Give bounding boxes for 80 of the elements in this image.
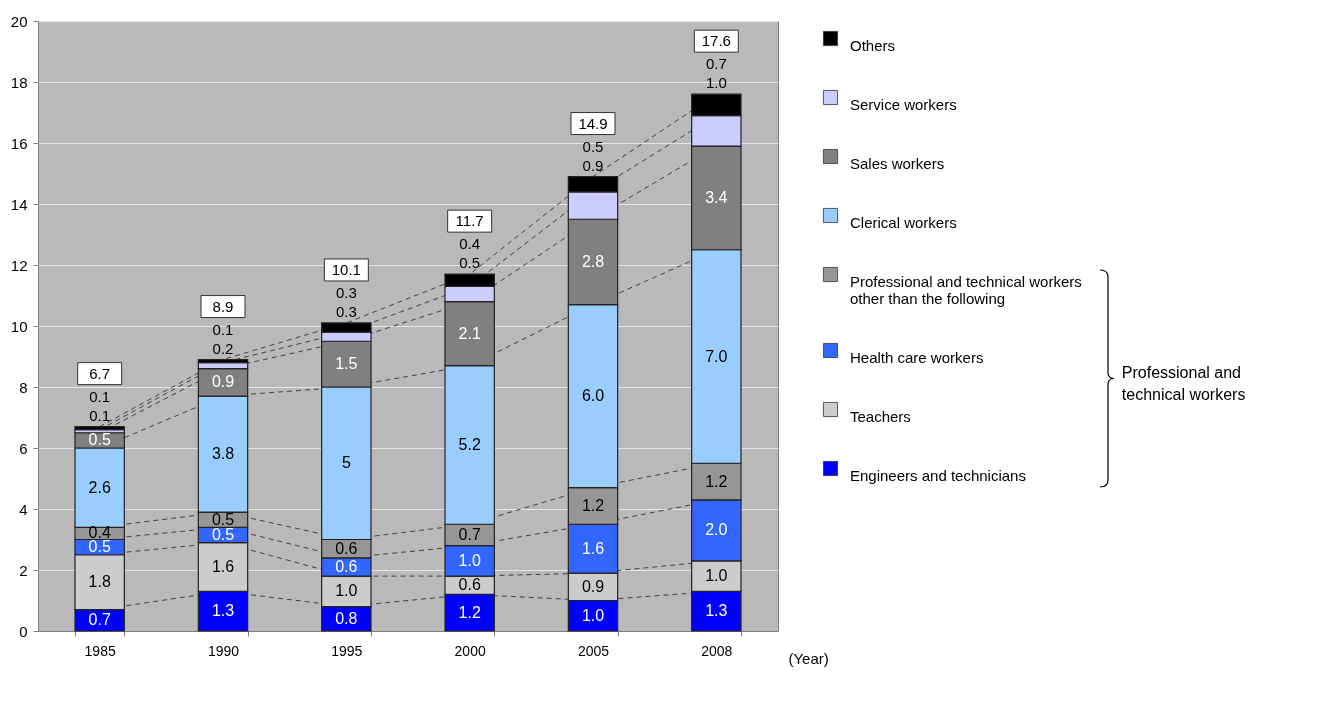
y-tick-label: 12: [10, 256, 28, 274]
legend-label: Service workers: [850, 95, 957, 113]
data-label: 0.1: [89, 406, 111, 424]
y-tick-label: 2: [19, 561, 28, 579]
data-label: 1.5: [335, 355, 358, 373]
total-label: 8.9: [212, 297, 234, 315]
data-label: 3.4: [705, 188, 728, 206]
y-tick-label: 10: [10, 317, 28, 335]
data-label: 1.2: [581, 496, 605, 514]
x-tick-label: 2008: [701, 642, 733, 659]
total-label: 11.7: [455, 212, 484, 230]
data-label: 7.0: [705, 347, 728, 365]
data-label: 1.2: [458, 603, 481, 621]
y-tick-label: 18: [10, 73, 28, 91]
data-label: 0.6: [335, 539, 358, 557]
data-label: 1.6: [211, 557, 235, 575]
x-tick-label: 1990: [207, 642, 240, 659]
data-label: 0.9: [581, 577, 605, 595]
total-label: 6.7: [89, 364, 111, 382]
data-label: 0.7: [705, 55, 727, 73]
data-label: 1.0: [705, 567, 728, 585]
data-label: 0.5: [88, 431, 111, 449]
data-label: 0.6: [458, 576, 481, 594]
x-axis-title: (Year): [788, 649, 829, 667]
data-label: 0.4: [459, 235, 481, 253]
legend-label: Sales workers: [850, 154, 945, 172]
data-label: 0.3: [335, 302, 357, 320]
data-label: 1.3: [211, 602, 235, 620]
data-label: 0.1: [212, 320, 234, 338]
data-label: 2.0: [705, 521, 728, 539]
data-label: 0.1: [89, 387, 111, 405]
total-label: 17.6: [701, 32, 731, 50]
data-label: 0.8: [335, 609, 358, 627]
data-label: 0.7: [458, 525, 481, 543]
x-tick-label: 2000: [454, 642, 486, 659]
legend-label: Others: [850, 36, 896, 54]
data-label: 6.0: [581, 387, 605, 405]
total-label: 10.1: [331, 260, 361, 278]
x-tick-label: 1995: [331, 642, 363, 659]
data-label: 0.2: [212, 339, 234, 357]
data-label: 0.5: [459, 254, 481, 272]
data-label: 0.6: [335, 557, 358, 575]
data-label: 0.5: [582, 137, 604, 155]
data-label: 2.1: [458, 324, 481, 342]
total-label: 14.9: [578, 114, 608, 132]
data-label: 2.8: [581, 252, 605, 270]
legend-label: Professional and technical workers other than the following: [850, 272, 1082, 307]
x-tick-label: 2005: [577, 642, 610, 659]
data-label: 0.5: [211, 510, 235, 528]
y-tick-label: 4: [19, 500, 28, 518]
data-label: 5: [341, 454, 351, 472]
data-label: 1.0: [335, 582, 358, 600]
legend-label: Engineers and technicians: [850, 466, 1026, 484]
legend-label: Teachers: [850, 407, 911, 425]
data-label: 3.8: [211, 445, 235, 463]
text: Professional and technical workers: [1121, 363, 1247, 405]
y-tick-label: 6: [19, 439, 28, 457]
x-tick-label: 1985: [84, 642, 116, 659]
data-label: 1.8: [88, 573, 111, 591]
y-tick-label: 0: [19, 622, 28, 640]
data-label: 1.3: [705, 602, 728, 620]
y-tick-label: 20: [10, 12, 28, 30]
y-tick-label: 8: [19, 378, 28, 396]
data-label: 0.9: [582, 156, 604, 174]
legend-label: Clerical workers: [850, 213, 957, 231]
data-label: 5.2: [458, 435, 481, 453]
data-label: 1.6: [581, 539, 605, 557]
data-label: 0.5: [88, 538, 111, 556]
y-tick-label: 16: [10, 134, 28, 152]
data-label: 0.3: [335, 283, 357, 301]
y-tick-label: 14: [10, 195, 28, 213]
data-label: 0.7: [88, 611, 111, 629]
data-label: 0.5: [211, 525, 235, 543]
data-label: 1.0: [581, 606, 605, 624]
legend-label: Health care workers: [850, 348, 984, 366]
data-label: 1.2: [705, 472, 728, 490]
data-label: 0.9: [211, 373, 235, 391]
data-label: 2.6: [88, 478, 111, 496]
data-label: 1.0: [458, 551, 481, 569]
data-label: 1.0: [705, 74, 727, 92]
